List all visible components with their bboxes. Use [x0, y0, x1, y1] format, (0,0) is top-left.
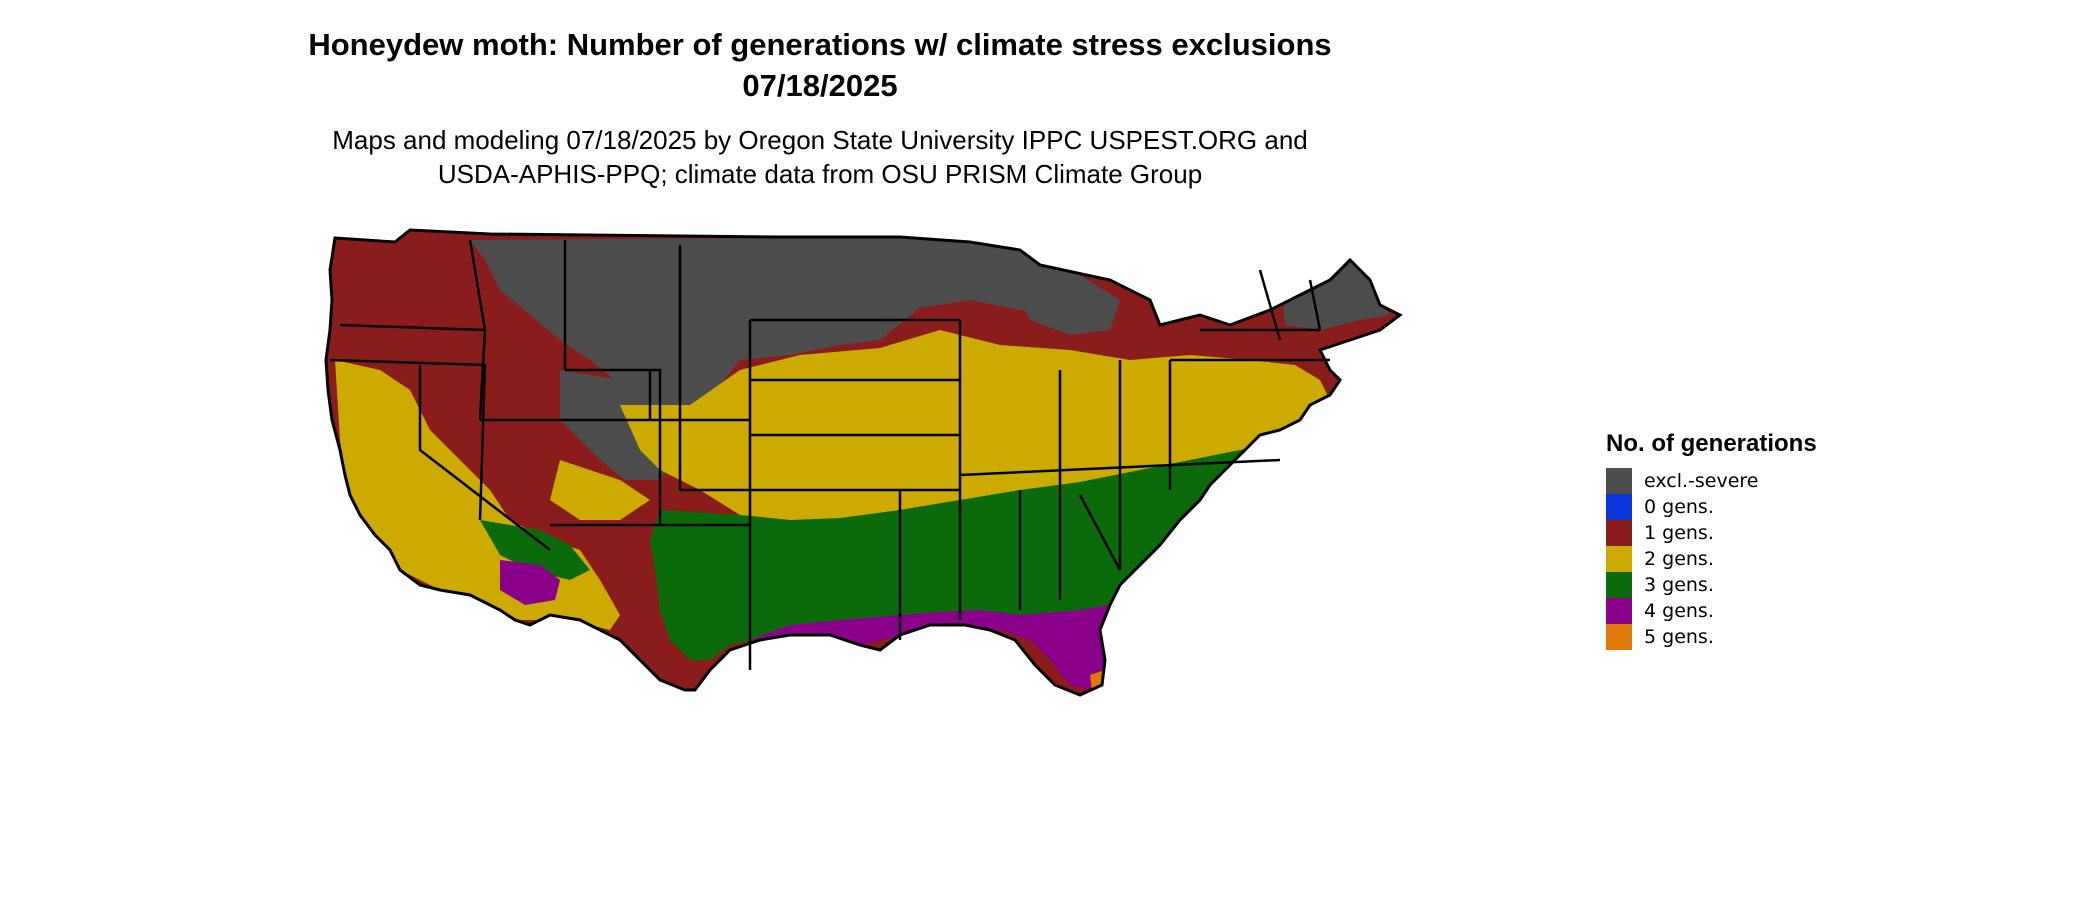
country-outline: [324, 228, 1403, 697]
state-boundaries: [329, 239, 1330, 670]
legend-label-4gen: 4 gens.: [1644, 600, 1714, 622]
legend-item-2gen: 2 gens.: [1606, 546, 1866, 572]
legend-swatch-5gen: [1606, 624, 1632, 650]
legend-label-3gen: 3 gens.: [1644, 574, 1714, 596]
region-4gen-arizona: [500, 560, 560, 605]
legend-item-5gen: 5 gens.: [1606, 624, 1866, 650]
region-3gen-southwest: [480, 520, 590, 580]
legend-swatch-3gen: [1606, 572, 1632, 598]
legend: No. of generations excl.-severe 0 gens. …: [1606, 430, 1866, 650]
legend-label-1gen: 1 gens.: [1644, 522, 1714, 544]
legend-swatch-4gen: [1606, 598, 1632, 624]
subtitle-line-2: USDA-APHIS-PPQ; climate data from OSU PR…: [437, 159, 1203, 189]
title-line-1: Honeydew moth: Number of generations w/ …: [308, 27, 1332, 62]
map-subtitle: Maps and modeling 07/18/2025 by Oregon S…: [0, 123, 1640, 191]
legend-label-2gen: 2 gens.: [1644, 548, 1714, 570]
legend-swatch-2gen: [1606, 546, 1632, 572]
legend-item-4gen: 4 gens.: [1606, 598, 1866, 624]
legend-swatch-0gen: [1606, 494, 1632, 520]
legend-item-1gen: 1 gens.: [1606, 520, 1866, 546]
us-generations-map: [324, 228, 1403, 697]
region-2gen-southwest: [550, 460, 650, 520]
legend-item-excluded: excl.-severe: [1606, 468, 1866, 494]
legend-label-5gen: 5 gens.: [1644, 626, 1714, 648]
region-excluded-north-plains: [470, 238, 1080, 410]
region-3gen-south: [650, 435, 1310, 660]
legend-label-0gen: 0 gens.: [1644, 496, 1714, 518]
legend-item-3gen: 3 gens.: [1606, 572, 1866, 598]
subtitle-line-1: Maps and modeling 07/18/2025 by Oregon S…: [332, 125, 1308, 155]
map-title: Honeydew moth: Number of generations w/ …: [0, 24, 1640, 106]
region-excluded-wisconsin: [1010, 275, 1120, 335]
legend-swatch-excluded: [1606, 468, 1632, 494]
region-4gen-gulf: [750, 605, 1110, 690]
legend-title: No. of generations: [1606, 430, 1817, 457]
legend-swatch-1gen: [1606, 520, 1632, 546]
legend-item-0gen: 0 gens.: [1606, 494, 1866, 520]
title-line-2: 07/18/2025: [742, 68, 898, 103]
legend-label-excluded: excl.-severe: [1644, 470, 1759, 492]
region-2gen-plains: [620, 330, 1330, 520]
